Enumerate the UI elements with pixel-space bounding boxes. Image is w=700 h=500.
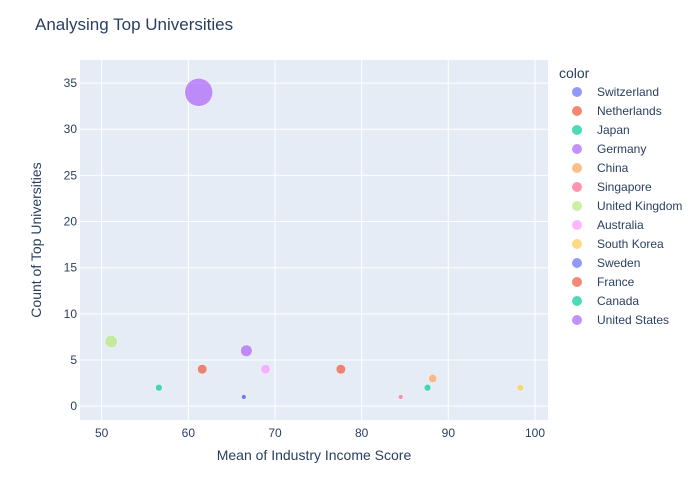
- y-tick-label: 35: [64, 76, 78, 90]
- data-point-south-korea[interactable]: [516, 384, 524, 392]
- legend-label: Japan: [597, 123, 630, 137]
- y-tick-label: 25: [64, 168, 78, 182]
- legend-label: Australia: [597, 218, 644, 232]
- legend-item-china[interactable]: China: [572, 161, 629, 175]
- legend-label: United Kingdom: [597, 199, 682, 213]
- chart-title: Analysing Top Universities: [35, 15, 233, 34]
- x-tick-label: 50: [95, 426, 109, 440]
- x-tick-label: 100: [525, 426, 545, 440]
- legend-item-south-korea[interactable]: South Korea: [572, 237, 664, 251]
- legend-marker: [572, 163, 582, 173]
- legend-marker: [572, 144, 582, 154]
- y-tick-label: 30: [64, 122, 78, 136]
- y-tick-label: 0: [70, 399, 77, 413]
- data-point-china[interactable]: [428, 374, 438, 383]
- y-tick-label: 5: [70, 353, 77, 367]
- data-point-france[interactable]: [197, 364, 208, 375]
- legend-marker: [572, 277, 582, 287]
- legend-item-singapore[interactable]: Singapore: [572, 180, 652, 194]
- data-point-germany[interactable]: [240, 344, 253, 357]
- legend-label: Sweden: [597, 256, 640, 270]
- x-tick-label: 80: [355, 426, 369, 440]
- legend-title: color: [559, 65, 590, 81]
- legend-item-netherlands[interactable]: Netherlands: [572, 104, 662, 118]
- x-axis-title: Mean of Industry Income Score: [217, 447, 412, 463]
- legend-item-japan[interactable]: Japan: [572, 123, 630, 137]
- legend-item-united-states[interactable]: United States: [572, 313, 669, 327]
- legend-marker: [572, 258, 582, 268]
- legend-item-france[interactable]: France: [572, 275, 635, 289]
- y-tick-label: 15: [64, 261, 78, 275]
- legend-label: China: [597, 161, 629, 175]
- legend-marker: [572, 106, 582, 116]
- legend-item-germany[interactable]: Germany: [572, 142, 646, 156]
- plot-area: [80, 60, 548, 420]
- y-axis-ticks: 0 5 10 15 20 25 30 35: [64, 76, 78, 413]
- y-axis-title: Count of Top Universities: [28, 162, 44, 317]
- legend-item-australia[interactable]: Australia: [572, 218, 644, 232]
- y-gridlines: [80, 82, 548, 407]
- y-tick-label: 10: [64, 307, 78, 321]
- data-point-singapore[interactable]: [398, 394, 404, 400]
- legend-label: Canada: [597, 294, 639, 308]
- legend-label: France: [597, 275, 635, 289]
- legend-item-canada[interactable]: Canada: [572, 294, 639, 308]
- data-point-canada[interactable]: [155, 384, 163, 392]
- x-tick-label: 70: [268, 426, 282, 440]
- legend-label: Switzerland: [597, 85, 659, 99]
- legend-marker: [572, 182, 582, 192]
- legend-marker: [572, 201, 582, 211]
- legend-marker: [572, 220, 582, 230]
- legend-label: United States: [597, 313, 669, 327]
- legend-marker: [572, 239, 582, 249]
- data-point-united-states[interactable]: [184, 78, 213, 107]
- x-tick-label: 90: [442, 426, 456, 440]
- legend-label: Netherlands: [597, 104, 662, 118]
- data-point-japan[interactable]: [423, 384, 432, 392]
- data-markers: [104, 78, 524, 400]
- legend-item-sweden[interactable]: Sweden: [572, 256, 640, 270]
- legend-marker: [572, 125, 582, 135]
- legend-item-switzerland[interactable]: Switzerland: [572, 85, 659, 99]
- data-point-sweden[interactable]: [241, 394, 247, 400]
- legend-item-united-kingdom[interactable]: United Kingdom: [572, 199, 682, 213]
- legend-label: Germany: [597, 142, 646, 156]
- legend-label: Singapore: [597, 180, 652, 194]
- legend-marker: [572, 315, 582, 325]
- legend-marker: [572, 296, 582, 306]
- y-tick-label: 20: [64, 215, 78, 229]
- data-point-australia[interactable]: [260, 364, 271, 375]
- legend: Switzerland Netherlands Japan Germany China S…: [572, 85, 682, 327]
- data-point-united-kingdom[interactable]: [104, 334, 118, 349]
- x-axis-ticks: 50 60 70 80 90 100: [95, 426, 545, 440]
- data-point-netherlands[interactable]: [335, 364, 346, 375]
- legend-marker: [572, 87, 582, 97]
- legend-label: South Korea: [597, 237, 664, 251]
- x-tick-label: 60: [182, 426, 196, 440]
